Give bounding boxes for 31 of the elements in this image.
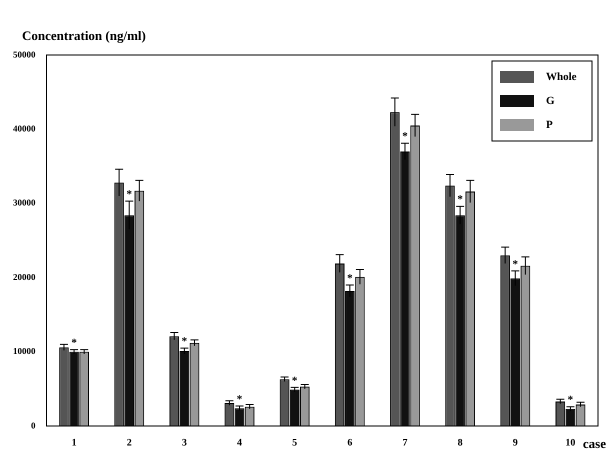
legend-label: P xyxy=(546,118,553,131)
y-tick-label: 30000 xyxy=(13,198,36,208)
x-tick-label: 8 xyxy=(458,438,463,449)
annotation: * xyxy=(347,272,354,284)
annotation: * xyxy=(292,374,298,387)
x-tick-label: 6 xyxy=(347,438,352,449)
annotation: * xyxy=(457,194,464,206)
y-tick-label: 40000 xyxy=(13,124,36,134)
x-tick-label: 10 xyxy=(565,438,576,449)
x-tick-label: 5 xyxy=(292,438,298,449)
y-axis-title: Concentration (ng/ml) xyxy=(22,28,146,43)
x-tick-label: 7 xyxy=(402,438,408,449)
x-tick-label: 9 xyxy=(512,438,518,449)
y-tick-label: 10000 xyxy=(13,346,36,356)
annotation: * xyxy=(568,394,574,406)
annotation: * xyxy=(71,336,78,349)
x-tick-label: 2 xyxy=(126,438,132,449)
legend-label: Whole xyxy=(546,70,577,83)
annotation: * xyxy=(512,258,519,270)
annotation: * xyxy=(236,393,243,406)
y-tick-label: 0 xyxy=(31,420,36,430)
x-tick-label: 3 xyxy=(182,438,187,449)
x-tick-label: 1 xyxy=(72,438,77,449)
x-axis-title: case xyxy=(582,436,606,451)
annotation: * xyxy=(182,335,188,348)
y-tick-label: 20000 xyxy=(13,272,36,282)
legend-label: G xyxy=(546,94,555,107)
annotation: * xyxy=(126,188,132,201)
x-tick-label: 4 xyxy=(237,438,242,449)
annotation: * xyxy=(402,130,408,143)
y-tick-label: 50000 xyxy=(13,49,36,60)
